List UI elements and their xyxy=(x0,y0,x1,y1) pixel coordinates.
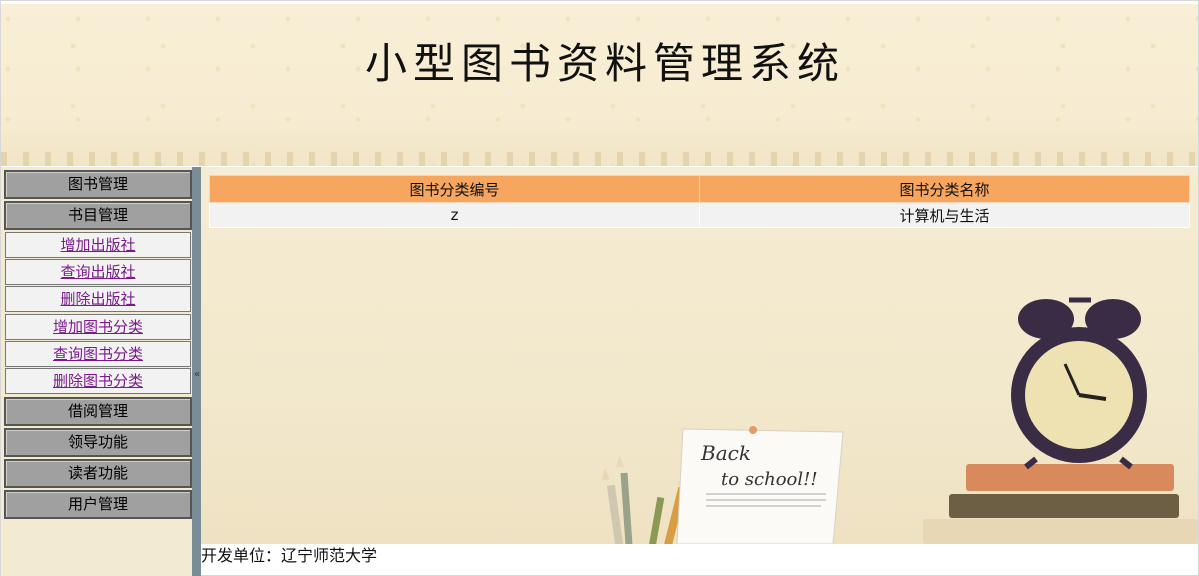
svg-text:Back: Back xyxy=(700,441,751,465)
header-banner: 小型图书资料管理系统 xyxy=(1,4,1198,166)
sidebar-splitter[interactable] xyxy=(192,167,201,576)
svg-text:to school!!: to school!! xyxy=(721,469,818,490)
background-illustration: Back to school!! xyxy=(602,297,1198,544)
note-card-icon: Back to school!! xyxy=(676,426,844,544)
menu-item-query-publisher: 查询出版社 xyxy=(5,259,191,285)
menu-borrow-management[interactable]: 借阅管理 xyxy=(4,397,192,426)
collapse-icon[interactable]: « xyxy=(194,369,201,380)
table-header-row: 图书分类编号 图书分类名称 xyxy=(209,175,1190,203)
menu-user-management[interactable]: 用户管理 xyxy=(4,490,192,519)
menu-item-query-category: 查询图书分类 xyxy=(5,341,191,367)
query-publisher-link[interactable]: 查询出版社 xyxy=(60,263,136,281)
column-header-category-name: 图书分类名称 xyxy=(699,175,1190,203)
category-table: 图书分类编号 图书分类名称 z 计算机与生活 xyxy=(209,175,1190,228)
books-stack-icon xyxy=(923,464,1198,544)
delete-publisher-link[interactable]: 删除出版社 xyxy=(60,290,136,308)
menu-item-delete-publisher: 删除出版社 xyxy=(5,286,191,312)
menu-reader-functions[interactable]: 读者功能 xyxy=(4,459,192,488)
menu-catalog-management[interactable]: 书目管理 xyxy=(4,201,192,230)
add-category-link[interactable]: 增加图书分类 xyxy=(52,318,143,336)
footer-developer-text: 开发单位：辽宁师范大学 xyxy=(201,546,378,565)
sidebar: 图书管理 书目管理 增加出版社 查询出版社 删除出版社 增加图书分类 查询图书分… xyxy=(1,167,192,576)
table-row: z 计算机与生活 xyxy=(209,202,1190,228)
pencil-cup-icon xyxy=(602,455,687,544)
banner-decoration xyxy=(1,152,1198,166)
cell-category-id: z xyxy=(209,202,700,228)
query-category-link[interactable]: 查询图书分类 xyxy=(52,345,143,363)
add-publisher-link[interactable]: 增加出版社 xyxy=(60,236,136,254)
menu-book-management[interactable]: 图书管理 xyxy=(4,170,192,199)
delete-category-link[interactable]: 删除图书分类 xyxy=(52,372,143,390)
main-content: 图书分类编号 图书分类名称 z 计算机与生活 Back to school!! xyxy=(201,167,1198,544)
alarm-clock-icon xyxy=(1011,297,1147,470)
menu-leader-functions[interactable]: 领导功能 xyxy=(4,428,192,457)
menu-item-add-publisher: 增加出版社 xyxy=(5,232,191,258)
footer: 开发单位：辽宁师范大学 xyxy=(201,544,1198,574)
cell-category-name: 计算机与生活 xyxy=(699,202,1190,228)
page-title: 小型图书资料管理系统 xyxy=(365,39,846,88)
menu-item-add-category: 增加图书分类 xyxy=(5,314,191,340)
menu-item-delete-category: 删除图书分类 xyxy=(5,368,191,394)
